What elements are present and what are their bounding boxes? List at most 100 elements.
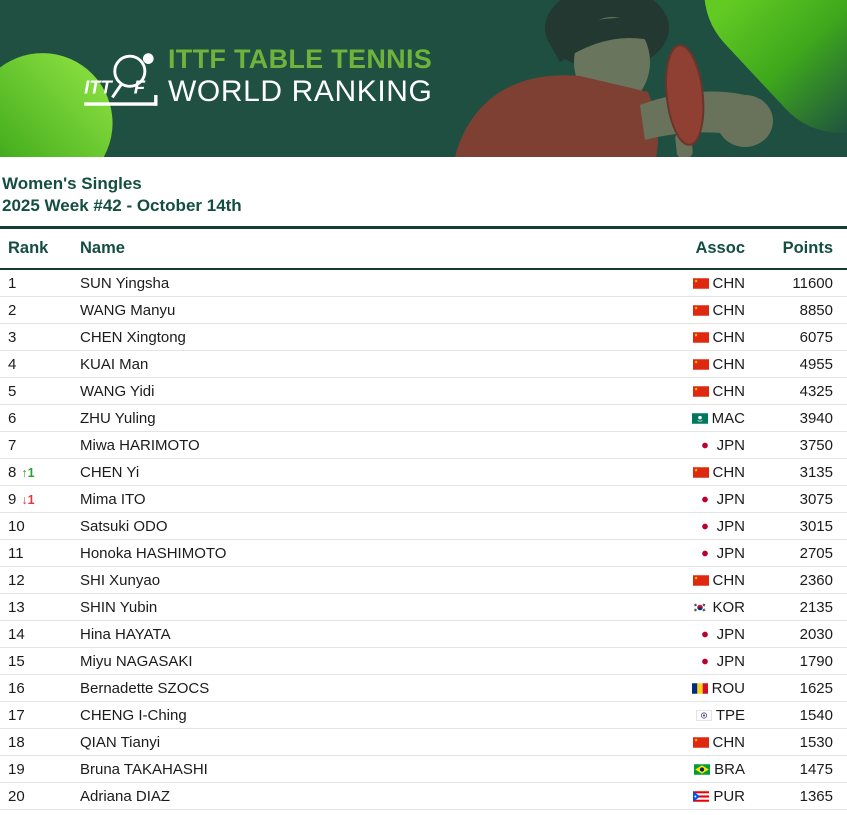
- assoc-cell: CHN: [625, 302, 745, 319]
- assoc-cell: CHN: [625, 383, 745, 400]
- flag-chn-icon: [693, 278, 709, 289]
- table-row[interactable]: 1 SUN Yingsha CHN 11600: [0, 270, 847, 297]
- table-header-row: Rank Name Assoc Points: [0, 226, 847, 270]
- brand-subtitle: WORLD RANKING: [168, 75, 433, 108]
- table-row[interactable]: 13 SHIN Yubin KOR 2135: [0, 594, 847, 621]
- flag-kor-icon: [692, 602, 708, 613]
- table-row[interactable]: 20 Adriana DIAZ PUR 1365: [0, 783, 847, 810]
- player-name: SHIN Yubin: [80, 598, 158, 616]
- category-title: Women's Singles: [2, 174, 142, 193]
- rank-number: 14: [8, 625, 25, 643]
- table-row[interactable]: 4 KUAI Man CHN 4955: [0, 351, 847, 378]
- assoc-cell: CHN: [625, 356, 745, 373]
- rank-number: 1: [8, 274, 17, 292]
- table-row[interactable]: 7 Miwa HARIMOTO JPN 3750: [0, 432, 847, 459]
- assoc-code: CHN: [712, 328, 746, 346]
- table-row[interactable]: 9 ↓1 Mima ITO JPN 3075: [0, 486, 847, 513]
- player-name: CHEN Xingtong: [80, 328, 186, 346]
- table-row[interactable]: 16 Bernadette SZOCS ROU 1625: [0, 675, 847, 702]
- player-name: ZHU Yuling: [80, 409, 156, 427]
- flag-chn-icon: [693, 332, 709, 343]
- points-value: 1475: [799, 760, 833, 778]
- points-value: 2135: [799, 598, 833, 616]
- table-row[interactable]: 14 Hina HAYATA JPN 2030: [0, 621, 847, 648]
- points-value: 2705: [799, 544, 833, 562]
- assoc-cell: CHN: [625, 329, 745, 346]
- rank-number: 8: [8, 463, 17, 481]
- assoc-code: CHN: [712, 571, 746, 589]
- rank-cell: 19: [0, 761, 80, 778]
- table-row[interactable]: 10 Satsuki ODO JPN 3015: [0, 513, 847, 540]
- assoc-code: BRA: [714, 760, 745, 778]
- assoc-cell: JPN: [625, 653, 745, 670]
- points-value: 3135: [799, 463, 833, 481]
- table-row[interactable]: 11 Honoka HASHIMOTO JPN 2705: [0, 540, 847, 567]
- table-row[interactable]: 2 WANG Manyu CHN 8850: [0, 297, 847, 324]
- assoc-code: JPN: [716, 490, 745, 508]
- assoc-cell: TPE: [625, 707, 745, 724]
- brand-wordmark: ITTF TABLE TENNIS WORLD RANKING: [168, 44, 433, 109]
- table-row[interactable]: 5 WANG Yidi CHN 4325: [0, 378, 847, 405]
- points-value: 1365: [799, 787, 833, 805]
- table-row[interactable]: 17 CHENG I-Ching TPE 1540: [0, 702, 847, 729]
- rank-cell: 10: [0, 518, 80, 535]
- rank-cell: 5: [0, 383, 80, 400]
- assoc-code: CHN: [712, 355, 746, 373]
- rank-change-indicator: ↑1: [21, 465, 35, 480]
- table-row[interactable]: 15 Miyu NAGASAKI JPN 1790: [0, 648, 847, 675]
- table-row[interactable]: 6 ZHU Yuling MAC 3940: [0, 405, 847, 432]
- rank-cell: 9 ↓1: [0, 491, 80, 508]
- rank-number: 16: [8, 679, 25, 697]
- points-value: 1625: [799, 679, 833, 697]
- player-name: Adriana DIAZ: [80, 787, 171, 805]
- player-name: Satsuki ODO: [80, 517, 168, 535]
- table-row[interactable]: 19 Bruna TAKAHASHI BRA 1475: [0, 756, 847, 783]
- rank-cell: 17: [0, 707, 80, 724]
- assoc-code: CHN: [712, 733, 746, 751]
- points-value: 8850: [799, 301, 833, 319]
- flag-chn-icon: [693, 359, 709, 370]
- points-value: 3750: [799, 436, 833, 454]
- flag-jpn-icon: [697, 548, 713, 559]
- flag-tpe-icon: [696, 710, 712, 721]
- player-name: Miwa HARIMOTO: [80, 436, 200, 454]
- assoc-cell: CHN: [625, 572, 745, 589]
- flag-chn-icon: [693, 467, 709, 478]
- rank-number: 20: [8, 787, 25, 805]
- table-row[interactable]: 12 SHI Xunyao CHN 2360: [0, 567, 847, 594]
- table-row[interactable]: 3 CHEN Xingtong CHN 6075: [0, 324, 847, 351]
- rank-number: 9: [8, 490, 17, 508]
- assoc-code: JPN: [716, 517, 745, 535]
- assoc-cell: PUR: [625, 788, 745, 805]
- assoc-column-header: Assoc: [695, 239, 745, 257]
- assoc-code: CHN: [712, 274, 746, 292]
- rank-number: 6: [8, 409, 17, 427]
- week-subtitle: 2025 Week #42 - October 14th: [2, 196, 242, 215]
- assoc-code: JPN: [716, 625, 745, 643]
- assoc-code: TPE: [715, 706, 745, 724]
- points-value: 11600: [792, 274, 833, 292]
- player-name: SUN Yingsha: [80, 274, 170, 292]
- player-name: WANG Manyu: [80, 301, 176, 319]
- points-value: 3940: [799, 409, 833, 427]
- page-title-block: Women's Singles 2025 Week #42 - October …: [0, 173, 847, 217]
- assoc-code: CHN: [712, 463, 746, 481]
- rank-cell: 12: [0, 572, 80, 589]
- table-row[interactable]: 18 QIAN Tianyi CHN 1530: [0, 729, 847, 756]
- flag-chn-icon: [693, 737, 709, 748]
- flag-jpn-icon: [697, 494, 713, 505]
- rank-number: 10: [8, 517, 25, 535]
- player-name: CHEN Yi: [80, 463, 140, 481]
- flag-bra-icon: [694, 764, 710, 775]
- assoc-cell: KOR: [625, 599, 745, 616]
- points-column-header: Points: [782, 239, 833, 257]
- assoc-cell: CHN: [625, 464, 745, 481]
- table-row[interactable]: 8 ↑1 CHEN Yi CHN 3135: [0, 459, 847, 486]
- rank-number: 18: [8, 733, 25, 751]
- points-value: 3075: [799, 490, 833, 508]
- rank-cell: 11: [0, 545, 80, 562]
- flag-chn-icon: [693, 575, 709, 586]
- assoc-cell: JPN: [625, 626, 745, 643]
- points-value: 1530: [799, 733, 833, 751]
- assoc-code: MAC: [711, 409, 745, 427]
